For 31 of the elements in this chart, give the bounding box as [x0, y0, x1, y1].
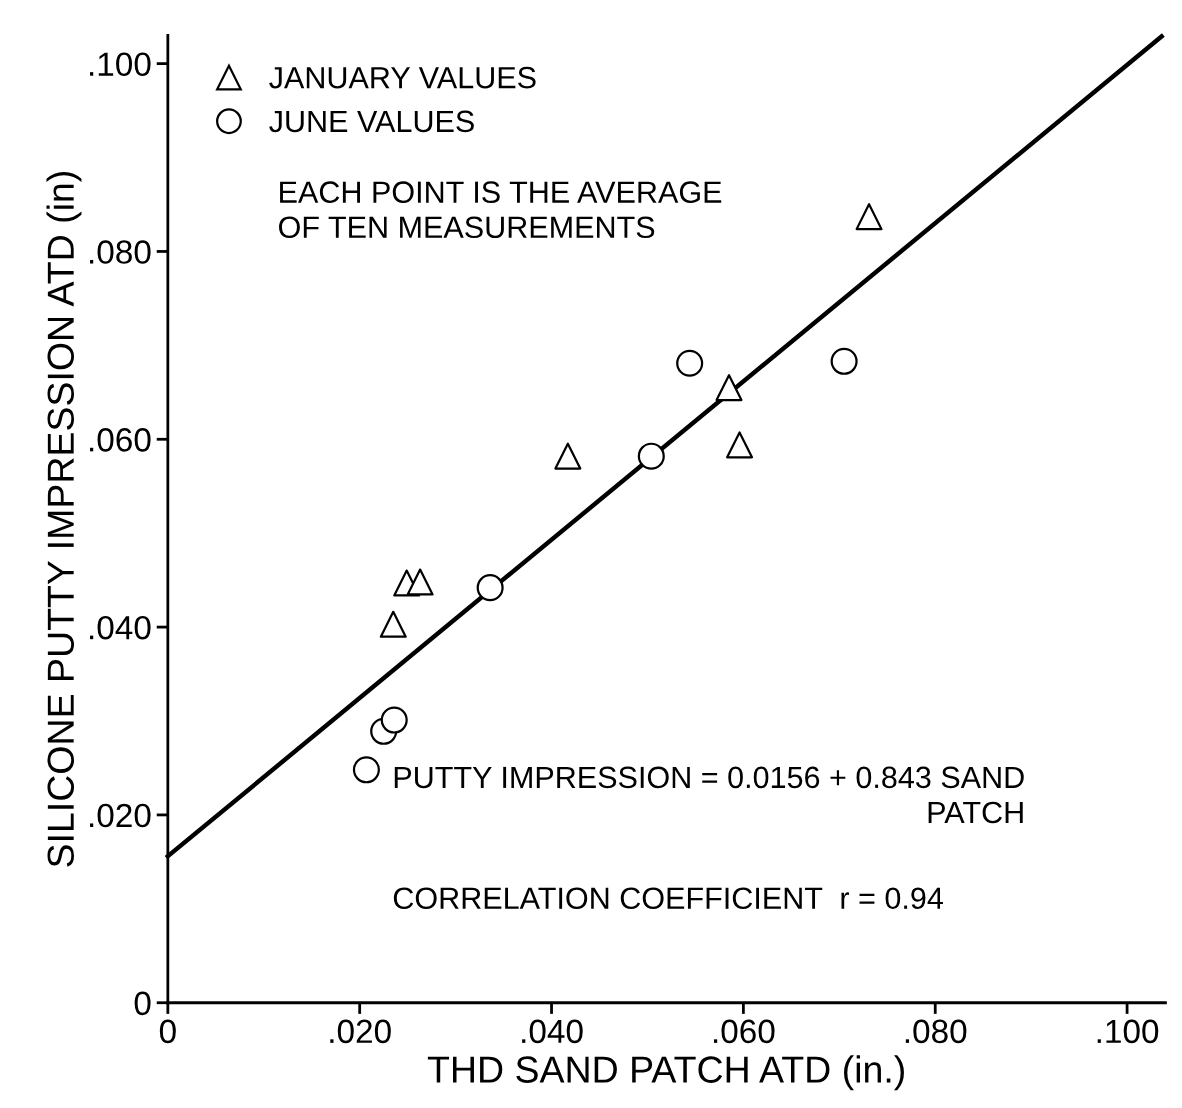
x-tick-label: .100: [1097, 1019, 1159, 1044]
y-tick-label: .100: [90, 52, 151, 77]
point: [379, 610, 407, 638]
y-tick-label: .080: [90, 240, 151, 264]
legend-label: JUNE VALUES: [269, 110, 474, 133]
point: [380, 706, 408, 734]
x-tick-label: 0: [159, 1019, 176, 1044]
x-tick-label: .060: [713, 1019, 775, 1044]
x-tick-label: .040: [522, 1019, 583, 1044]
annotation: PUTTY IMPRESSION = 0.0156 + 0.843 SAND PATCH: [394, 766, 1024, 824]
annotation: EACH POINT IS THE AVERAGE OF TEN MEASUREMENTS: [279, 181, 722, 239]
x-axis-title: THD SAND PATCH ATD (in.): [427, 1055, 904, 1091]
y-tick-label: .060: [90, 428, 151, 452]
y-tick-label: 0: [134, 991, 151, 1016]
point: [406, 568, 434, 596]
point: [637, 442, 665, 470]
point: [715, 374, 743, 402]
legend-label: JANUARY VALUES: [269, 66, 536, 89]
y-tick-label: .020: [90, 803, 151, 828]
x-tick-label: .020: [330, 1019, 391, 1044]
annotation: CORRELATION COEFFICIENT r = 0.94: [393, 887, 943, 910]
point: [676, 349, 704, 377]
point: [476, 574, 504, 602]
point: [855, 203, 883, 231]
point: [830, 347, 858, 375]
x-tick-label: .080: [905, 1019, 967, 1044]
point: [554, 442, 582, 470]
point: [352, 756, 380, 784]
point: [726, 431, 754, 459]
y-axis-title: SILICONE PUTTY IMPRESSION ATD (in): [46, 172, 82, 867]
y-tick-label: .040: [90, 615, 151, 640]
